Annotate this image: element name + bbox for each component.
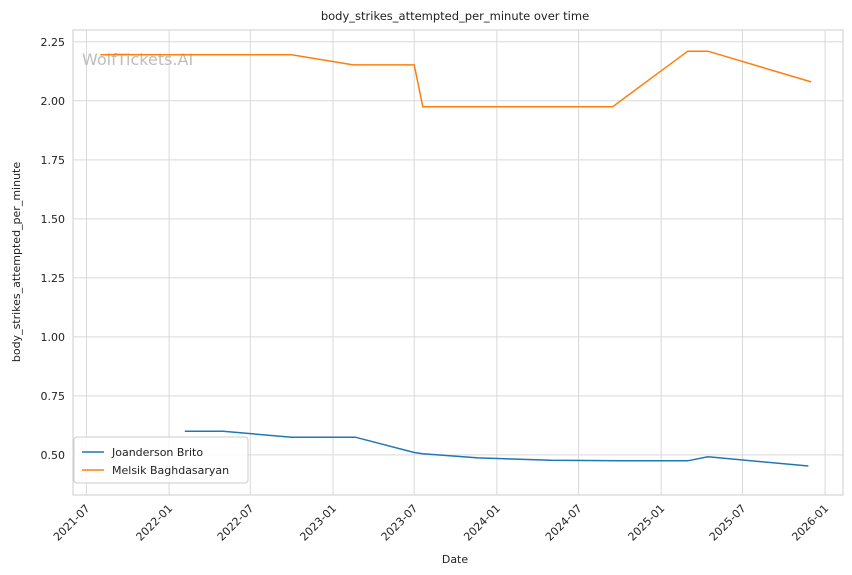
y-axis-label: body_strikes_attempted_per_minute <box>10 162 23 362</box>
legend-box <box>73 436 249 484</box>
y-tick-label: 1.00 <box>41 331 66 344</box>
x-tick-label: 2025-07 <box>707 502 749 544</box>
series-line-joanderson-brito <box>184 430 809 467</box>
legend: Joanderson Brito Melsik Baghdasaryan <box>73 436 249 484</box>
legend-label-joanderson-brito: Joanderson Brito <box>111 446 203 459</box>
y-tick-label: 0.50 <box>41 449 66 462</box>
y-tick-label: 1.25 <box>41 272 66 285</box>
x-tick-label: 2022-01 <box>134 502 176 544</box>
x-axis-label: Date <box>442 553 469 566</box>
legend-label-melsik-baghdasaryan: Melsik Baghdasaryan <box>112 464 229 477</box>
x-tick-labels: 2021-07 2022-01 2022-07 2023-01 2023-07 2024-… <box>51 502 831 544</box>
x-tick-label: 2024-01 <box>461 502 503 544</box>
y-tick-label: 1.75 <box>41 154 66 167</box>
y-tick-label: 0.75 <box>41 390 66 403</box>
y-tick-label: 2.25 <box>41 36 66 49</box>
x-tick-label: 2026-01 <box>789 502 831 544</box>
x-tick-label: 2023-07 <box>379 502 421 544</box>
y-tick-label: 1.50 <box>41 213 66 226</box>
y-tick-label: 2.00 <box>41 95 66 108</box>
x-tick-label: 2025-01 <box>626 502 668 544</box>
lines-layer <box>100 50 812 467</box>
chart-title: body_strikes_attempted_per_minute over t… <box>321 9 589 23</box>
x-tick-label: 2024-07 <box>543 502 585 544</box>
plot-area <box>72 29 844 496</box>
series-line-melsik-baghdasaryan <box>100 50 812 108</box>
x-tick-label: 2022-07 <box>215 502 257 544</box>
y-tick-labels: 0.50 0.75 1.00 1.25 1.50 1.75 2.00 2.25 <box>41 36 66 462</box>
x-tick-label: 2021-07 <box>51 502 93 544</box>
watermark: WolfTickets.AI <box>82 50 193 69</box>
x-tick-label: 2023-01 <box>297 502 339 544</box>
